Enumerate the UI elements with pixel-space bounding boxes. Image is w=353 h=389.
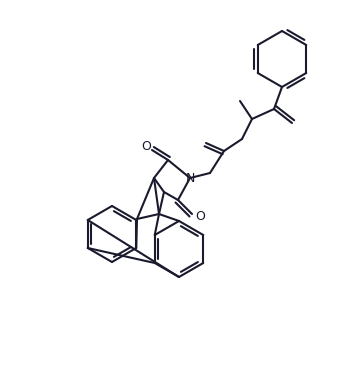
Text: O: O — [141, 140, 151, 152]
Text: O: O — [195, 210, 205, 223]
Text: N: N — [185, 172, 195, 184]
